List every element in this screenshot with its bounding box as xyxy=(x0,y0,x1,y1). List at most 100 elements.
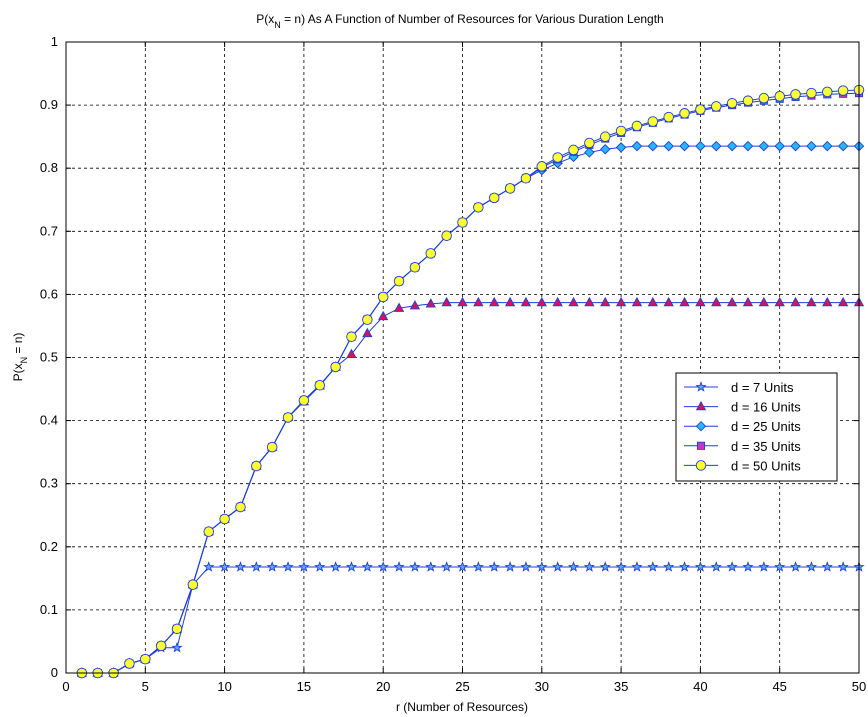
y-tick-label: 0.9 xyxy=(40,97,58,112)
y-tick-label: 0.3 xyxy=(40,476,58,491)
x-axis-label: r (Number of Resources) xyxy=(396,700,528,714)
data-point xyxy=(837,85,849,96)
data-point xyxy=(631,120,643,132)
data-point xyxy=(647,116,659,127)
data-point xyxy=(568,296,579,307)
data-point xyxy=(362,327,373,338)
legend-marker xyxy=(695,381,707,392)
data-point xyxy=(615,142,627,153)
series-1 xyxy=(76,561,865,678)
data-point xyxy=(266,561,278,572)
data-point xyxy=(822,140,833,152)
data-point xyxy=(504,296,516,307)
data-point xyxy=(837,140,849,152)
data-point xyxy=(711,140,722,152)
data-point xyxy=(774,296,785,307)
data-point xyxy=(679,108,690,119)
data-point xyxy=(805,561,818,572)
y-tick-label: 0.1 xyxy=(40,602,58,617)
data-point xyxy=(393,302,405,312)
data-point xyxy=(694,561,707,572)
data-point xyxy=(203,561,215,572)
data-point xyxy=(203,526,214,537)
data-point xyxy=(679,296,690,307)
data-point xyxy=(726,140,738,152)
data-point xyxy=(552,561,564,572)
data-point xyxy=(362,314,373,325)
legend-label: d = 50 Units xyxy=(731,458,801,473)
data-point xyxy=(647,561,659,572)
y-tick-label: 0.4 xyxy=(40,413,58,428)
data-point xyxy=(473,202,484,213)
data-point xyxy=(837,296,849,307)
x-tick-label: 40 xyxy=(693,679,707,694)
data-point xyxy=(282,561,294,572)
data-point xyxy=(631,140,643,152)
data-point xyxy=(663,140,674,152)
legend-marker xyxy=(696,441,706,450)
legend-item: d = 35 Units xyxy=(684,439,801,454)
data-point xyxy=(647,140,659,152)
data-point xyxy=(600,296,611,307)
data-point xyxy=(600,144,611,155)
legend-marker xyxy=(695,400,707,411)
data-point xyxy=(742,296,754,307)
data-point xyxy=(409,300,421,310)
y-tick-label: 1 xyxy=(51,34,58,49)
x-tick-label: 25 xyxy=(455,679,469,694)
y-tick-label: 0.8 xyxy=(40,160,58,175)
y-tick-label: 0 xyxy=(51,665,58,680)
data-point xyxy=(489,296,500,307)
data-point xyxy=(251,460,262,472)
legend-item: d = 7 Units xyxy=(684,380,794,395)
data-point xyxy=(520,561,532,572)
data-point xyxy=(457,296,468,307)
data-point xyxy=(615,561,627,572)
x-axis: 0 5 10 15 20 25 30 35 40 45 50 xyxy=(62,42,866,694)
data-point xyxy=(758,92,770,104)
data-point xyxy=(568,144,579,156)
legend-marker xyxy=(695,460,707,471)
data-point xyxy=(758,296,770,307)
data-point xyxy=(742,95,754,106)
legend-label: d = 35 Units xyxy=(731,439,801,454)
legend-label: d = 25 Units xyxy=(731,419,801,434)
data-point xyxy=(377,561,389,572)
data-point xyxy=(472,561,484,572)
data-point xyxy=(711,101,722,112)
data-point xyxy=(361,561,373,572)
data-point xyxy=(330,361,341,373)
data-point xyxy=(599,131,611,142)
y-axis: 0 0.1 0.2 0.3 0.4 0.5 0.6 0.7 0.8 0.9 1 xyxy=(40,34,859,680)
data-point xyxy=(155,640,167,652)
data-point xyxy=(218,561,231,572)
data-point xyxy=(124,658,135,669)
legend-label: d = 7 Units xyxy=(731,380,794,395)
data-point xyxy=(726,97,738,109)
data-point xyxy=(314,380,326,391)
data-point xyxy=(266,441,278,453)
data-point xyxy=(679,140,690,152)
y-tick-label: 0.6 xyxy=(40,286,58,301)
legend-item: d = 25 Units xyxy=(684,419,801,434)
data-point xyxy=(806,87,817,99)
data-point xyxy=(488,192,500,204)
data-point xyxy=(695,104,706,115)
data-point xyxy=(806,140,817,152)
y-tick-label: 0.7 xyxy=(40,223,58,238)
data-point xyxy=(377,291,389,303)
data-point xyxy=(504,561,516,572)
data-point xyxy=(711,296,722,307)
data-point xyxy=(536,561,548,572)
data-point xyxy=(821,561,833,572)
data-point xyxy=(584,147,595,158)
data-point xyxy=(583,561,595,572)
data-point xyxy=(552,296,563,307)
x-tick-label: 30 xyxy=(535,679,549,694)
y-tick-label: 0.2 xyxy=(40,539,58,554)
data-point xyxy=(504,183,516,194)
data-point xyxy=(726,561,738,572)
data-point xyxy=(234,561,247,572)
data-point xyxy=(235,501,246,513)
